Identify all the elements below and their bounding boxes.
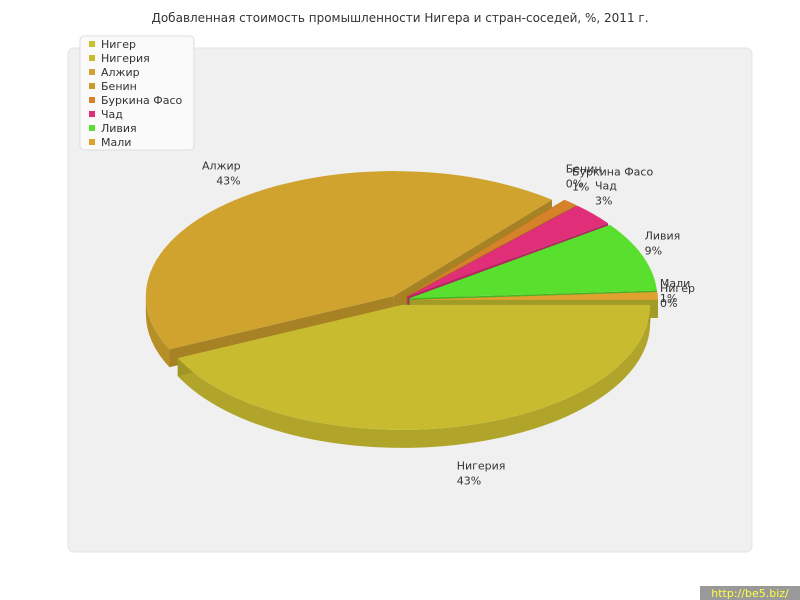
legend-swatch [89, 55, 95, 61]
slice [177, 304, 651, 430]
data-label-value: 3% [595, 194, 612, 207]
slice [407, 205, 609, 297]
slice-side [177, 304, 651, 448]
data-label-value: 43% [457, 474, 481, 487]
slice [409, 224, 657, 299]
data-label-name: Буркина Фасо [572, 166, 654, 179]
data-label-name: Нигерия [457, 459, 506, 472]
slice [145, 171, 552, 350]
data-label-name: Чад [595, 179, 617, 192]
data-label-value: 43% [216, 175, 240, 188]
legend-swatch [89, 111, 95, 117]
data-label-name: Нигер [660, 282, 695, 295]
watermark-bg [700, 586, 800, 600]
legend-label: Нигер [101, 38, 136, 51]
data-label-name: Ливия [645, 229, 681, 242]
legend-box [79, 35, 195, 151]
legend-label: Ливия [101, 122, 137, 135]
chart-title: Добавленная стоимость промышленности Ниг… [151, 11, 648, 25]
legend-swatch [89, 139, 95, 145]
legend-label: Мали [101, 136, 131, 149]
data-label-name: Бенин [566, 163, 602, 176]
watermark: http://be5.biz/ [711, 587, 789, 600]
data-label-value: 1% [572, 181, 589, 194]
data-label-name: Мали [660, 277, 690, 290]
legend-label: Бенин [101, 80, 137, 93]
data-label-value: 9% [645, 244, 662, 257]
legend-label: Алжир [101, 66, 140, 79]
legend-label: Буркина Фасо [101, 94, 183, 107]
legend-label: Чад [101, 108, 123, 121]
legend-swatch [89, 125, 95, 131]
data-label-value: 0% [660, 297, 677, 310]
legend-swatch [89, 41, 95, 47]
legend-swatch [89, 69, 95, 75]
slice-side [145, 296, 170, 368]
legend-label: Нигерия [101, 52, 150, 65]
data-label-value: 0% [566, 178, 583, 191]
legend-swatch [89, 97, 95, 103]
legend-swatch [89, 83, 95, 89]
data-label-name: Алжир [202, 160, 241, 173]
slice [409, 291, 658, 300]
pie: Нигер0%Нигерия43%Алжир43%Бенин0%Буркина … [145, 160, 695, 487]
data-label-value: 1% [660, 292, 677, 305]
slice [406, 199, 577, 297]
